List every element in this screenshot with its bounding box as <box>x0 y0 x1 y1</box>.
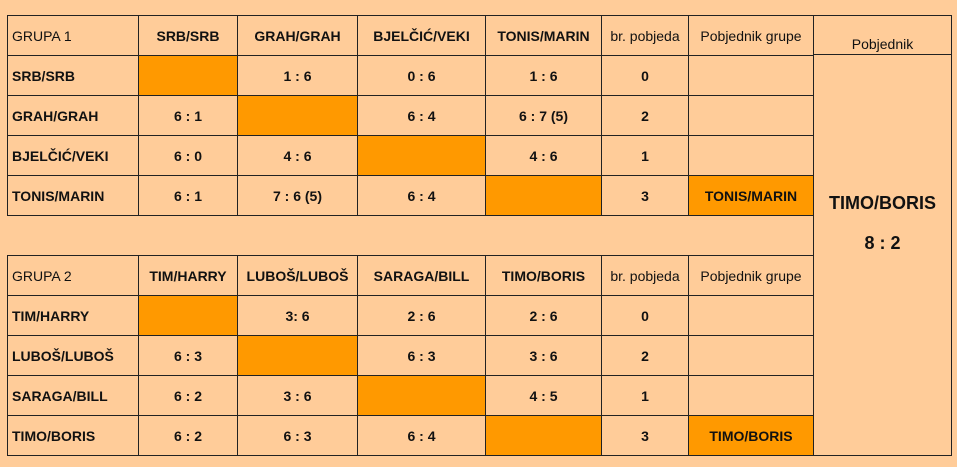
group-title: GRUPA 2 <box>7 255 139 296</box>
group-winner-cell <box>688 375 814 416</box>
column-header-wins: br. pobjeda <box>601 255 689 296</box>
final-score: 8 : 2 <box>864 233 901 253</box>
row-team-name: TIM/HARRY <box>7 295 139 336</box>
diagonal-cell <box>138 55 238 96</box>
column-header-group-winner: Pobjednik grupe <box>688 15 814 56</box>
final-winner-panel: Pobjednik TIMO/BORIS 8 : 2 <box>813 15 952 456</box>
column-header-team: TONIS/MARIN <box>485 15 602 56</box>
wins-count: 0 <box>601 55 689 96</box>
column-header-team: TIMO/BORIS <box>485 255 602 296</box>
column-header-team: SARAGA/BILL <box>357 255 486 296</box>
score-cell: 6 : 7 (5) <box>485 95 602 136</box>
score-cell: 7 : 6 (5) <box>237 175 358 216</box>
score-cell: 3: 6 <box>237 295 358 336</box>
group-winner-cell <box>688 335 814 376</box>
diagonal-cell <box>357 135 486 176</box>
final-winner-team: TIMO/BORIS <box>829 193 936 213</box>
diagonal-cell <box>485 175 602 216</box>
row-team-name: SARAGA/BILL <box>7 375 139 416</box>
row-team-name: TIMO/BORIS <box>7 415 139 456</box>
column-header-group-winner: Pobjednik grupe <box>688 255 814 296</box>
wins-count: 0 <box>601 295 689 336</box>
score-cell: 4 : 6 <box>237 135 358 176</box>
row-team-name: LUBOŠ/LUBOŠ <box>7 335 139 376</box>
score-cell: 4 : 6 <box>485 135 602 176</box>
score-cell: 1 : 6 <box>485 55 602 96</box>
column-header-team: TIM/HARRY <box>138 255 238 296</box>
diagonal-cell <box>138 295 238 336</box>
header-row: GRUPA 2 TIM/HARRY LUBOŠ/LUBOŠ SARAGA/BILL TI… <box>7 255 814 296</box>
group-winner-cell: TIMO/BORIS <box>688 415 814 456</box>
row-team-name: SRB/SRB <box>7 55 139 96</box>
column-header-team: BJELČIĆ/VEKI <box>357 15 486 56</box>
score-cell: 4 : 5 <box>485 375 602 416</box>
wins-count: 1 <box>601 135 689 176</box>
column-header-team: SRB/SRB <box>138 15 238 56</box>
score-cell: 6 : 1 <box>138 175 238 216</box>
wins-count: 2 <box>601 335 689 376</box>
wins-count: 3 <box>601 415 689 456</box>
group-winner-cell <box>688 55 814 96</box>
score-cell: 2 : 6 <box>485 295 602 336</box>
wins-count: 3 <box>601 175 689 216</box>
score-cell: 6 : 0 <box>138 135 238 176</box>
diagonal-cell <box>485 415 602 456</box>
wins-count: 2 <box>601 95 689 136</box>
score-cell: 6 : 3 <box>357 335 486 376</box>
score-cell: 6 : 3 <box>237 415 358 456</box>
group-2-table: GRUPA 2 TIM/HARRY LUBOŠ/LUBOŠ SARAGA/BILL TI… <box>7 255 814 456</box>
group-winner-cell <box>688 135 814 176</box>
group-winner-cell <box>688 295 814 336</box>
group-title: GRUPA 1 <box>7 15 139 56</box>
score-cell: 3 : 6 <box>485 335 602 376</box>
group-1-table: GRUPA 1 SRB/SRB GRAH/GRAH BJELČIĆ/VEKI TONIS… <box>7 15 814 216</box>
group-winner-cell <box>688 95 814 136</box>
group-winner-cell: TONIS/MARIN <box>688 175 814 216</box>
row-team-name: GRAH/GRAH <box>7 95 139 136</box>
score-cell: 1 : 6 <box>237 55 358 96</box>
header-row: GRUPA 1 SRB/SRB GRAH/GRAH BJELČIĆ/VEKI TONIS… <box>7 15 814 56</box>
score-cell: 3 : 6 <box>237 375 358 416</box>
wins-count: 1 <box>601 375 689 416</box>
score-cell: 6 : 4 <box>357 175 486 216</box>
score-cell: 6 : 4 <box>357 415 486 456</box>
column-header-wins: br. pobjeda <box>601 15 689 56</box>
diagonal-cell <box>237 335 358 376</box>
score-cell: 6 : 3 <box>138 335 238 376</box>
score-cell: 2 : 6 <box>357 295 486 336</box>
row-team-name: BJELČIĆ/VEKI <box>7 135 139 176</box>
column-header-team: LUBOŠ/LUBOŠ <box>237 255 358 296</box>
diagonal-cell <box>357 375 486 416</box>
final-winner-header: Pobjednik <box>814 16 951 55</box>
score-cell: 6 : 4 <box>357 95 486 136</box>
diagonal-cell <box>237 95 358 136</box>
score-cell: 6 : 2 <box>138 415 238 456</box>
score-cell: 0 : 6 <box>357 55 486 96</box>
row-team-name: TONIS/MARIN <box>7 175 139 216</box>
score-cell: 6 : 1 <box>138 95 238 136</box>
column-header-team: GRAH/GRAH <box>237 15 358 56</box>
score-cell: 6 : 2 <box>138 375 238 416</box>
